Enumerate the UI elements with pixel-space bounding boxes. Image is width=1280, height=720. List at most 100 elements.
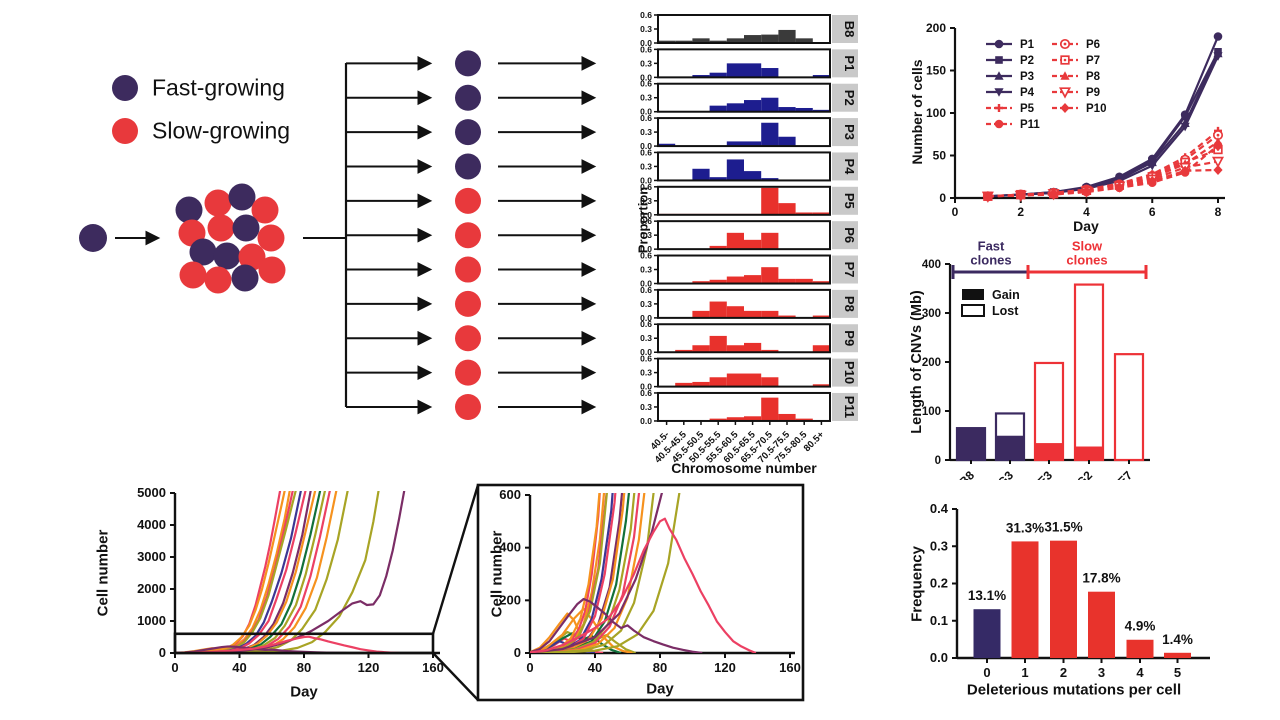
colony-cell	[207, 214, 235, 242]
growth-ylabel: Number of cells	[909, 59, 925, 165]
histogram-bar	[726, 276, 744, 284]
sim-inset-curve-23	[530, 517, 757, 653]
tick-label: 0.6	[640, 388, 652, 398]
panel-label-box	[832, 49, 858, 78]
histogram-bar	[726, 345, 744, 353]
panel-label-box	[832, 83, 858, 112]
freq-value-label: 4.9%	[1125, 619, 1156, 634]
histogram-bar	[795, 278, 813, 284]
histogram-bar	[778, 315, 796, 318]
clone-cell	[455, 394, 481, 420]
tick-label: 0.6	[640, 44, 652, 54]
freq-bar-0	[973, 609, 1001, 658]
histogram-bar	[761, 232, 779, 250]
legend-label-P8: P8	[1086, 71, 1101, 83]
histogram-bar	[709, 105, 727, 112]
tick-label: 0.0	[640, 38, 652, 48]
panel-label: P9	[842, 330, 857, 346]
freq-bar-5	[1164, 652, 1191, 658]
panel-label-box	[832, 358, 858, 387]
marker-hex	[1016, 191, 1026, 200]
growth-curve-chart: 0 50 100 150 200 0 2 4 6 8 P1 P2 P3 P4 P5 P11 P6 P7 P8 P9 P1…	[926, 21, 1225, 219]
tick-label: 0.0	[640, 141, 652, 151]
colony-cell	[213, 242, 241, 270]
tick-label: 0.6	[640, 10, 652, 20]
panel-label-box	[832, 15, 858, 43]
tick-label: 0.0	[640, 107, 652, 117]
tick-label: 100	[926, 106, 946, 120]
histogram-bar	[761, 187, 779, 215]
tick-label: 0	[952, 205, 959, 219]
histogram-bar	[761, 97, 779, 112]
karyotype-histograms: 0.0 0.3 0.6 B8 0.0 0.3 0.6 P1 0.0 0.3 0.6 P2 0.0 0.3 0…	[640, 10, 858, 465]
panel-label-box	[832, 221, 858, 250]
tick-label: 0	[159, 645, 166, 660]
colony-cell	[228, 183, 256, 211]
histogram-bar	[744, 239, 762, 250]
cnv-bar-gain-G3	[995, 435, 1025, 461]
histogram-bar	[761, 267, 779, 284]
histogram-bar	[761, 397, 779, 421]
histogram-bar	[795, 212, 813, 215]
histogram-bar	[709, 377, 727, 387]
panel-label: P4	[842, 158, 857, 175]
lineage-schematic	[79, 50, 597, 420]
tick-label: 0.1	[930, 613, 948, 628]
freq-bar-1	[1011, 541, 1039, 658]
tick-label: 200	[926, 21, 946, 35]
histogram-bar	[726, 38, 744, 43]
histogram-bar	[692, 310, 710, 318]
histogram-bar	[709, 245, 727, 250]
colony-cell	[204, 189, 232, 217]
freq-value-label: 31.3%	[1006, 520, 1044, 535]
legend-label-P11: P11	[1020, 119, 1040, 131]
sim-inset-curve-20	[530, 493, 681, 653]
histogram-bar	[675, 40, 693, 43]
histogram-bar	[795, 418, 813, 421]
zoom-connector-bottom	[432, 652, 479, 701]
tick-label: 50	[933, 149, 947, 163]
slow-clones-bracket-label: Slow clones	[1066, 238, 1108, 268]
gain-legend-swatch	[962, 289, 984, 300]
cnv-bar-gain-B8	[956, 427, 986, 461]
histogram-bar	[812, 345, 830, 353]
histogram-bar	[761, 377, 779, 387]
tick-label: 0.3	[640, 265, 652, 275]
tick-label: 0.3	[930, 538, 948, 553]
clone-cell	[455, 325, 481, 352]
panel-label: P7	[842, 262, 857, 278]
tick-label: 6	[1149, 205, 1156, 219]
tick-label: 0.0	[640, 244, 652, 254]
tick-label: 0.3	[640, 333, 652, 343]
histogram-bar	[744, 35, 762, 43]
marker-square	[995, 56, 1003, 64]
tick-label: 0	[514, 645, 521, 660]
sim-curve-23	[175, 635, 400, 653]
histogram-bar	[778, 413, 796, 421]
tick-label: 0.0	[640, 416, 652, 426]
legend-label-fast-growing: Fast-growing	[152, 74, 285, 101]
freq-value-label: 1.4%	[1162, 632, 1193, 647]
tick-label: 2	[1017, 205, 1024, 219]
histogram-bar	[692, 281, 710, 284]
histogram-bar	[778, 136, 796, 147]
sim-inset-ylabel: Cell number	[488, 530, 506, 618]
growth-line-P11	[987, 144, 1219, 198]
tick-label: 0.6	[640, 285, 652, 295]
marker-hex	[1082, 187, 1091, 197]
tick-label: 4	[1083, 205, 1090, 219]
fast-clones-bracket-label: Fast clones	[970, 238, 1012, 268]
sim-inset-xlabel: Day	[646, 680, 674, 698]
freq-bar-4	[1126, 639, 1154, 658]
histogram-bar	[709, 279, 727, 284]
marker-hex	[1180, 168, 1190, 177]
tick-label: 3	[1098, 665, 1105, 680]
marker-hex	[1115, 183, 1124, 193]
tick-label: 0	[935, 455, 941, 467]
marker-triangle-down	[994, 88, 1004, 97]
freq-xlabel: Deleterious mutations per cell	[966, 681, 1182, 699]
tick-label: 0.3	[640, 299, 652, 309]
tick-label: 2	[1060, 665, 1067, 680]
marker-circle	[1213, 32, 1223, 41]
